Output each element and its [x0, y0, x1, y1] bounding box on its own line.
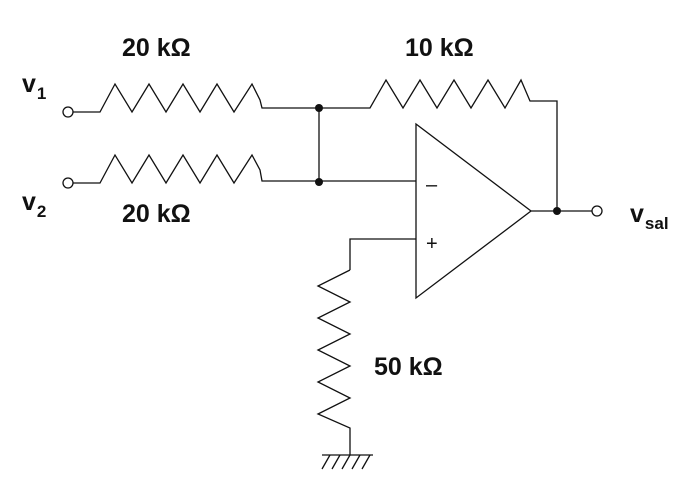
- ground-resistor-value-label: 50 kΩ: [374, 353, 443, 381]
- junction-dot-bottom: [315, 178, 323, 186]
- ground-icon: [321, 454, 373, 470]
- resistor-r2: [73, 153, 416, 185]
- input-v2-label: v2: [22, 188, 46, 221]
- opamp-triangle: [415, 122, 533, 300]
- r2-value-label: 20 kΩ: [122, 200, 191, 228]
- junction-dot-top: [315, 104, 323, 112]
- output-terminal: [591, 205, 603, 217]
- resistor-feedback: [319, 78, 558, 211]
- feedback-value-label: 10 kΩ: [405, 34, 474, 62]
- input-terminal-v2: [62, 177, 74, 189]
- opamp-inverting-sign: –: [426, 174, 438, 196]
- opamp-noninverting-sign: +: [426, 233, 438, 255]
- r1-value-label: 20 kΩ: [122, 34, 191, 62]
- input-terminal-v1: [62, 106, 74, 118]
- output-vsal-label: vsal: [630, 200, 669, 233]
- resistor-r1: [73, 82, 319, 114]
- noninverting-input-wire: [349, 238, 416, 270]
- resistor-ground: [316, 269, 352, 455]
- input-v1-label: v1: [22, 70, 46, 103]
